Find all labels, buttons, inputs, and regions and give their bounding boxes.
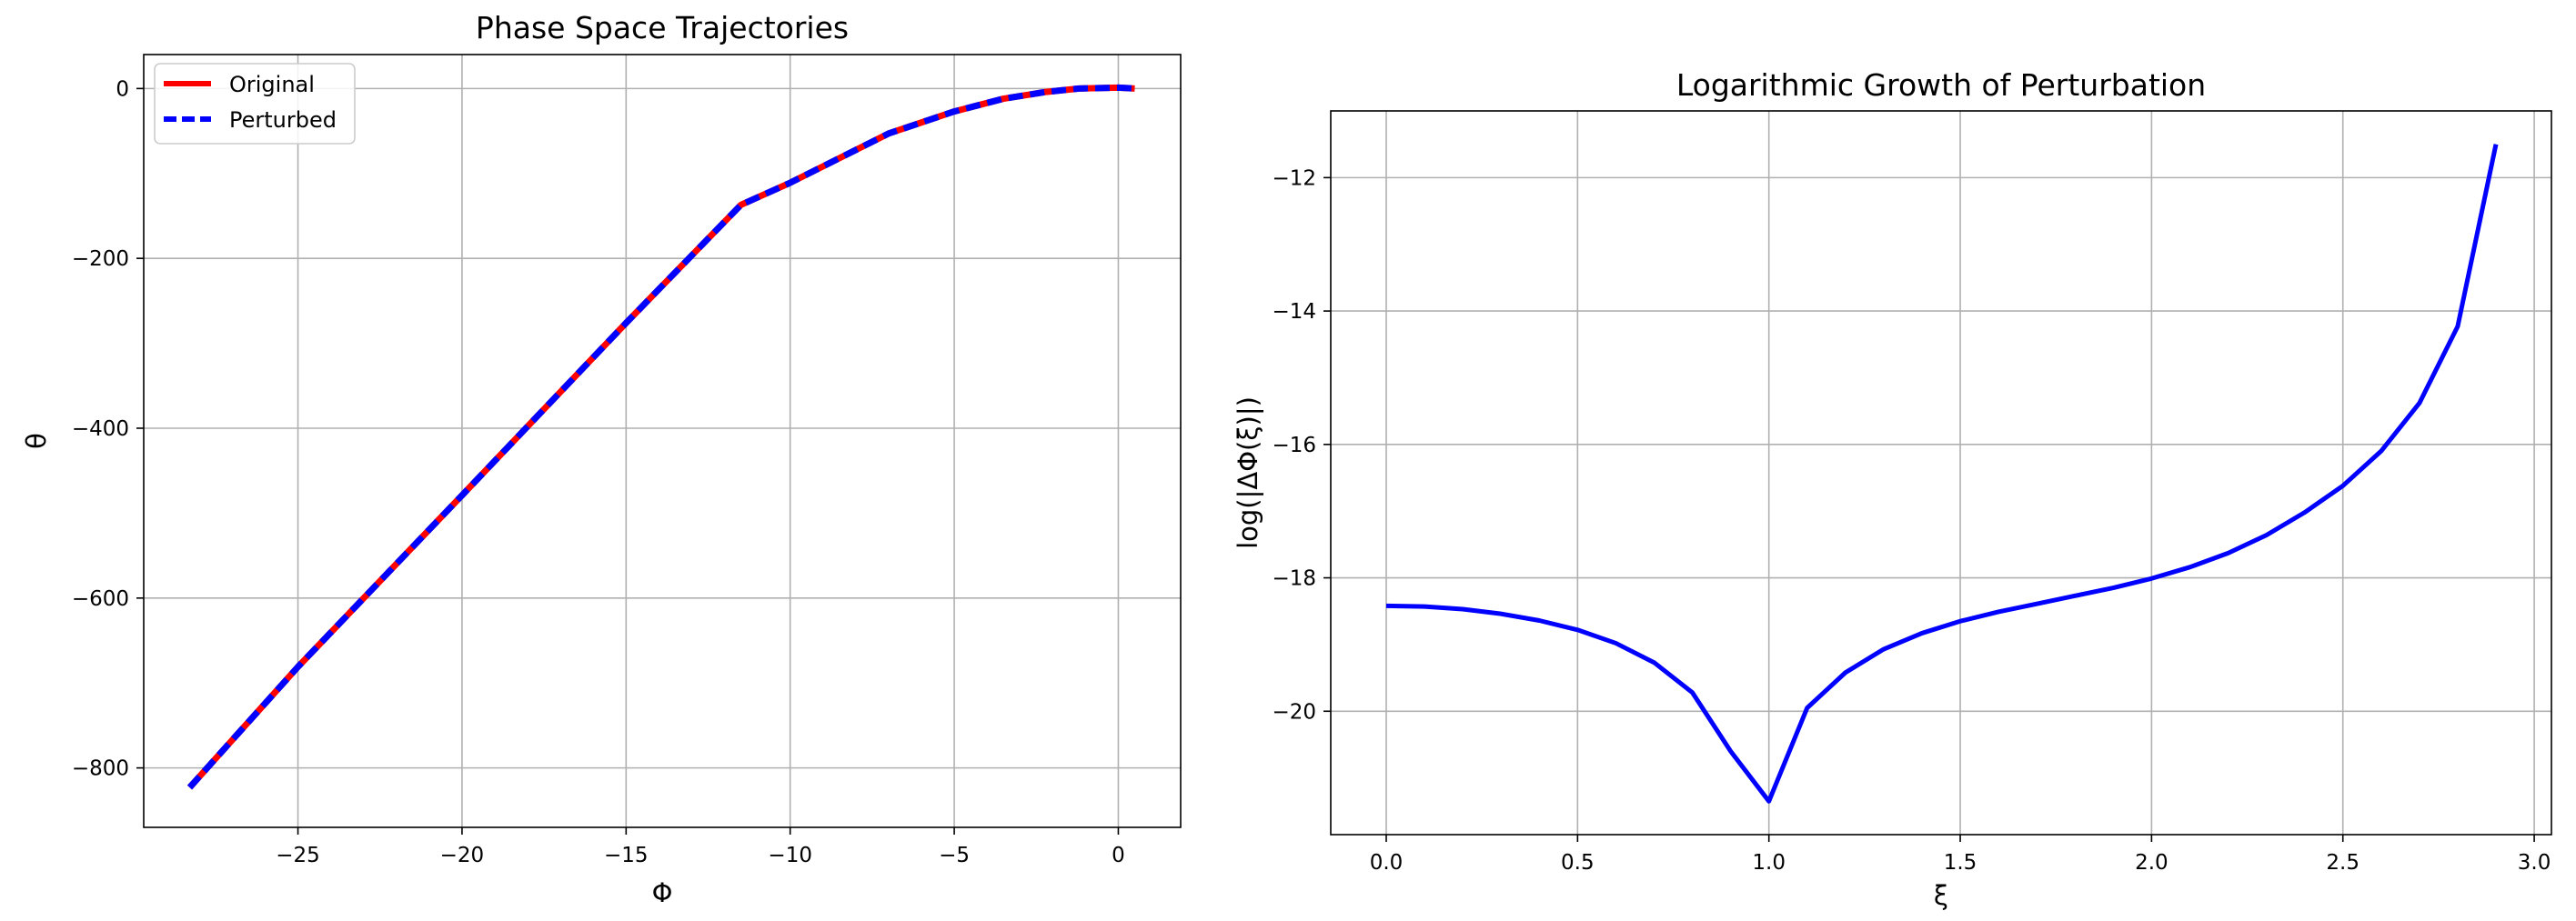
left-y-tick-label: −200 [72,247,129,271]
right-series-layer [1385,144,2499,804]
right-x-tick-label: 2.5 [2326,851,2360,875]
left-series-line-0 [186,84,1135,790]
left-ticks: −25 −20 −15 −10 −5 0 0 −200 −400 −600 −800 [72,77,1125,867]
right-grid [1331,111,2551,835]
right-y-tick-label: −12 [1272,166,1316,190]
left-x-tick-label: −20 [440,844,485,867]
right-y-tick-label: −18 [1272,567,1316,591]
legend: Original Perturbed [154,63,356,145]
left-y-tick-label: −800 [72,757,129,781]
right-x-axis-label: ξ [1934,880,1948,911]
left-grid [144,55,1181,827]
right-panel: 0.0 0.5 1.0 1.5 2.0 2.5 3.0 −12 −14 −16 −18 −20 Log… [1233,67,2552,911]
left-x-tick-label: −15 [604,844,649,867]
right-x-tick-label: 1.5 [1944,851,1977,875]
right-x-tick-label: 2.0 [2135,851,2168,875]
left-series-line-1 [186,84,1135,790]
right-x-tick-label: 0.0 [1370,851,1404,875]
left-x-tick-label: −5 [939,844,970,867]
legend-label-perturbed: Perturbed [229,107,337,133]
left-series-layer [186,84,1135,790]
right-plot-frame [1330,110,2552,836]
left-x-tick-label: −10 [768,844,812,867]
right-y-tick-label: −20 [1272,700,1316,724]
right-x-tick-label: 0.5 [1561,851,1595,875]
left-y-tick-label: −400 [72,417,129,441]
left-y-axis-label: θ [21,433,52,449]
right-ticks: 0.0 0.5 1.0 1.5 2.0 2.5 3.0 −12 −14 −16 −18 −20 [1272,166,2551,875]
right-series-line-0 [1385,144,2499,804]
left-x-tick-label: 0 [1112,844,1125,867]
right-y-tick-label: −14 [1272,300,1316,324]
right-y-tick-label: −16 [1272,434,1316,457]
left-y-tick-label: 0 [116,77,129,101]
left-plot-frame [143,54,1182,828]
right-x-tick-label: 1.0 [1752,851,1786,875]
right-x-tick-label: 3.0 [2518,851,2551,875]
left-x-axis-label: Φ [652,877,673,908]
right-chart-title: Logarithmic Growth of Perturbation [1676,67,2206,103]
right-y-axis-label: log(|ΔΦ(ξ)|) [1233,396,1263,549]
left-chart-title: Phase Space Trajectories [476,10,849,45]
left-x-tick-label: −25 [276,844,320,867]
legend-label-original: Original [229,72,315,97]
left-y-tick-label: −600 [72,587,129,611]
left-panel: −25 −20 −15 −10 −5 0 0 −200 −400 −600 −800 Phase S… [21,10,1182,908]
